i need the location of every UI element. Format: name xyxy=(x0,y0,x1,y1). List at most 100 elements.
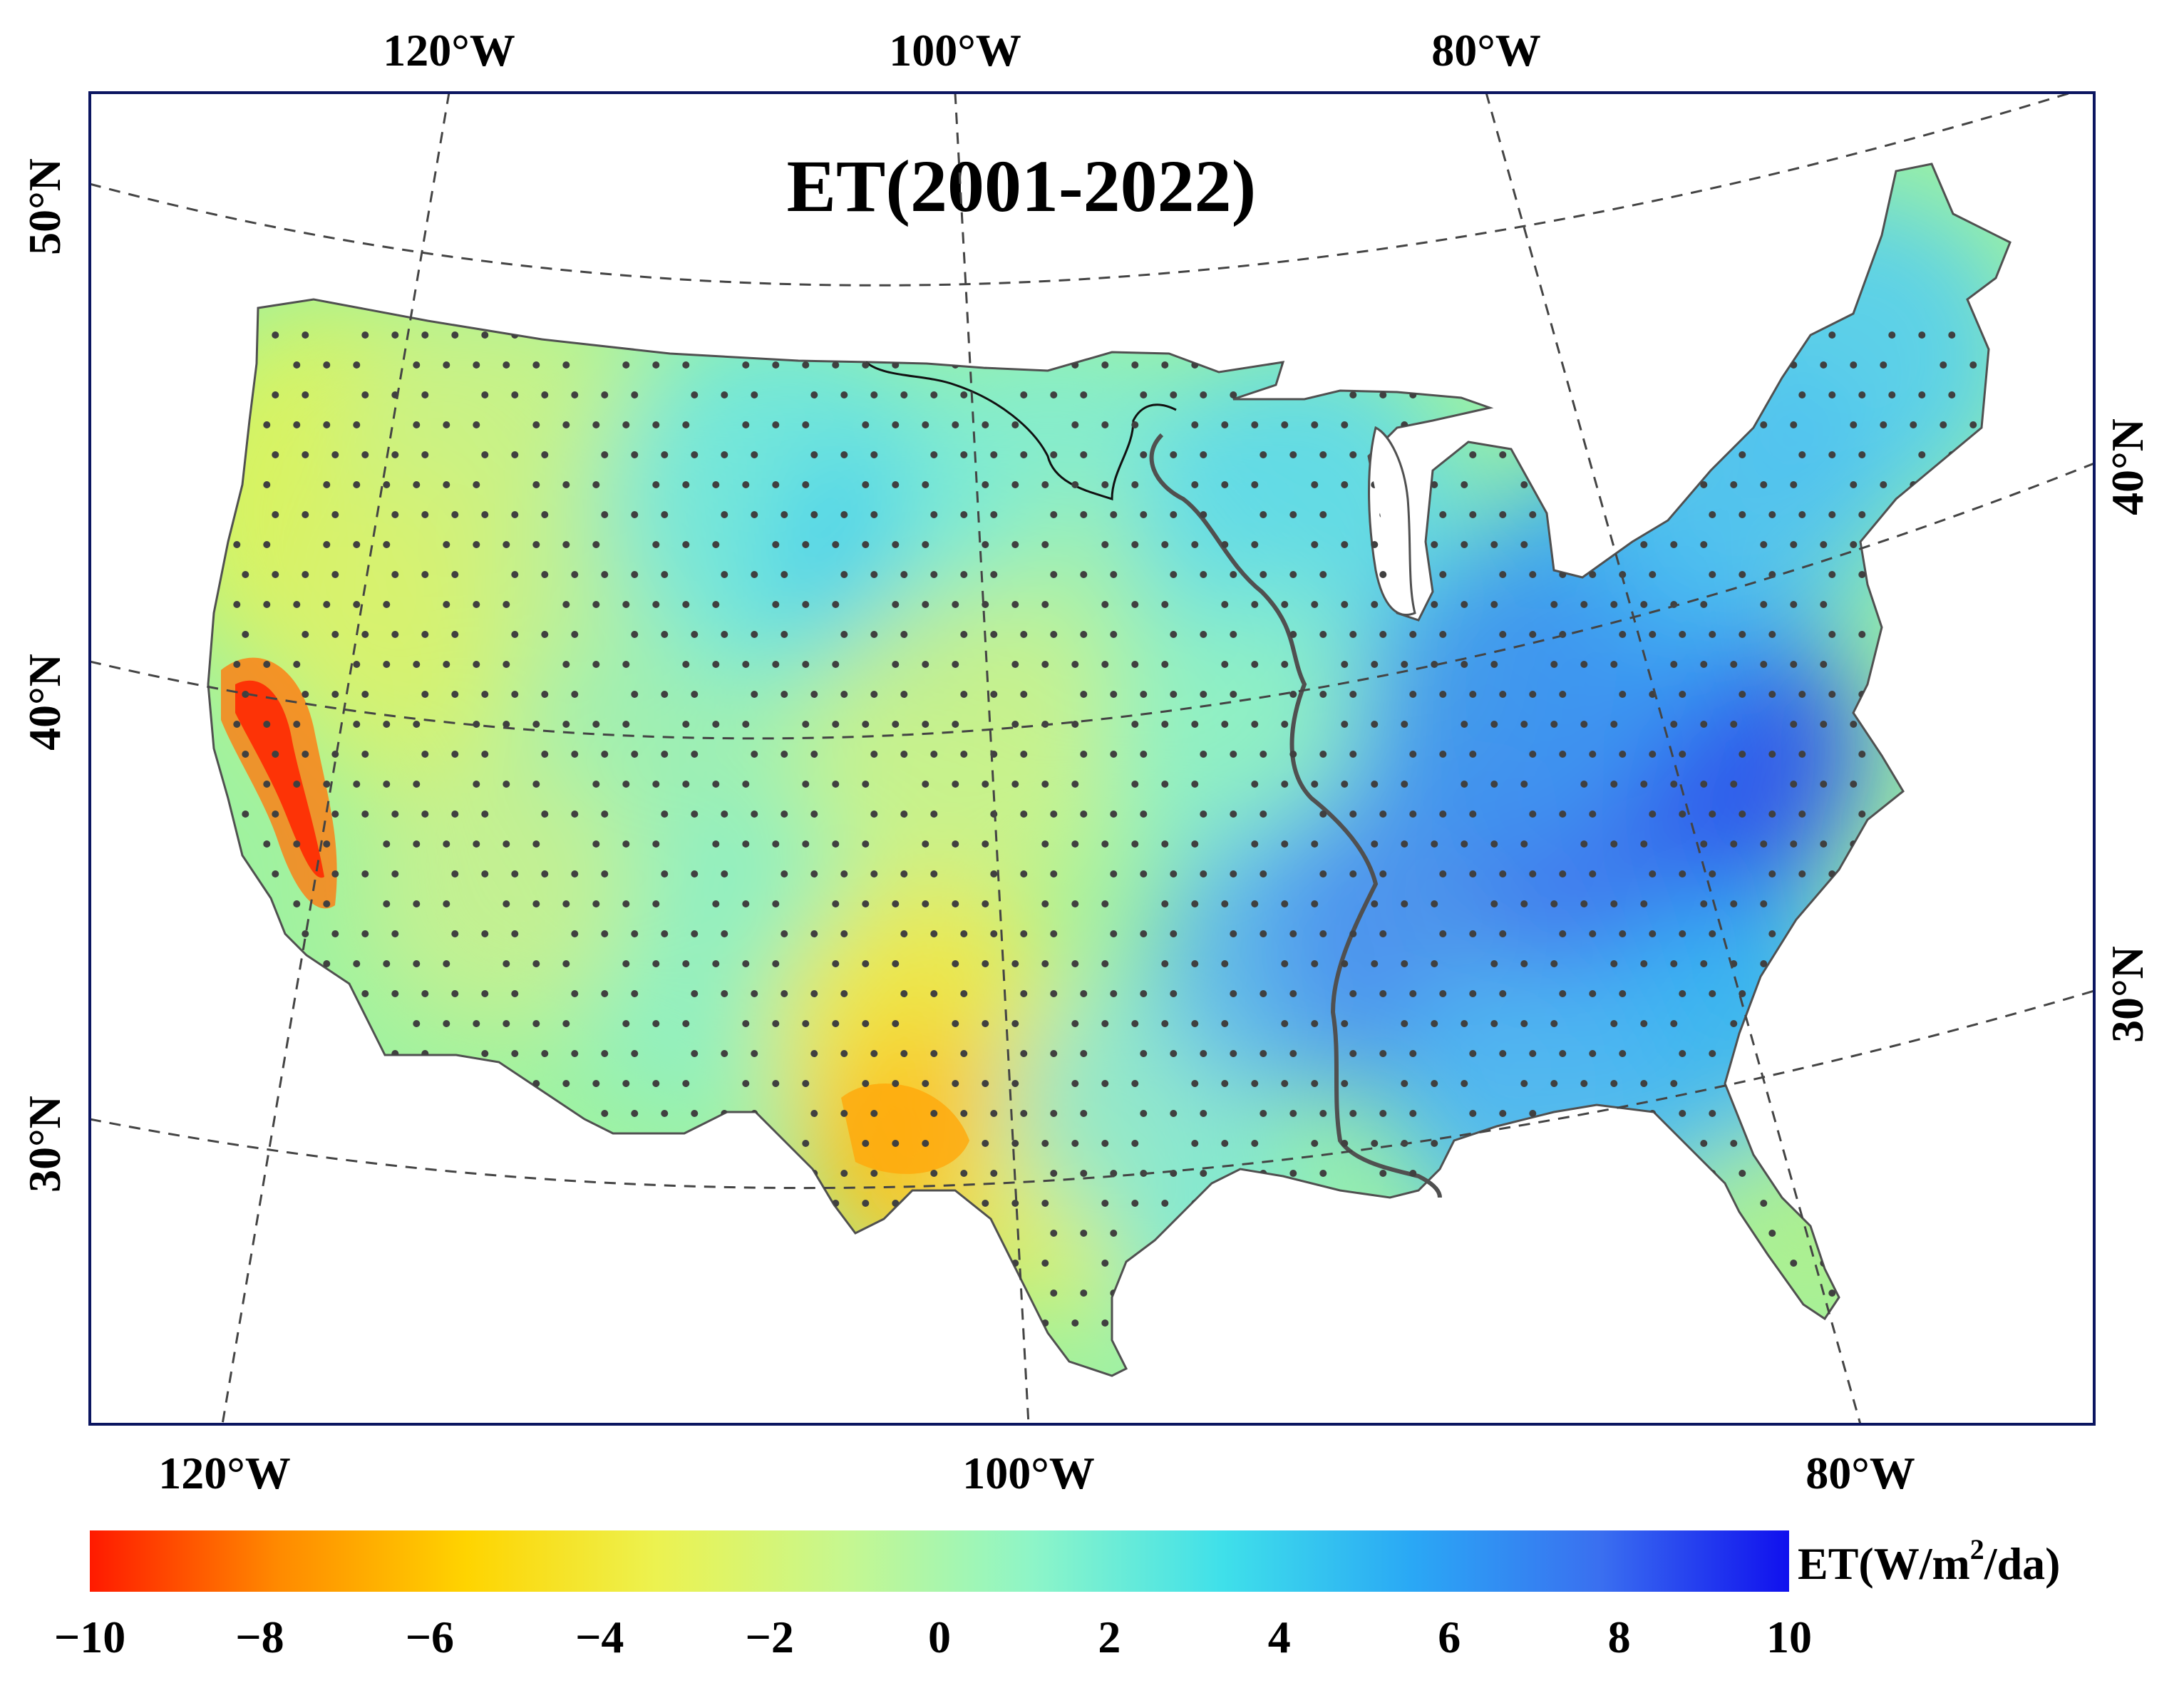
significance-dot xyxy=(233,1260,241,1267)
significance-dot xyxy=(293,1319,301,1327)
significance-dot xyxy=(802,541,810,548)
significance-dot xyxy=(532,361,540,369)
significance-dot xyxy=(1101,900,1109,907)
significance-dot xyxy=(1409,511,1417,518)
significance-dot xyxy=(1319,631,1327,638)
significance-dot xyxy=(1999,601,2007,608)
significance-dot xyxy=(1011,541,1019,548)
significance-dot xyxy=(1999,1319,2007,1327)
significance-dot xyxy=(242,1050,249,1057)
significance-dot xyxy=(503,661,510,668)
significance-dot xyxy=(802,601,810,608)
significance-dot xyxy=(1379,1290,1387,1297)
significance-dot xyxy=(1101,840,1109,848)
significance-dot xyxy=(2008,331,2010,339)
colorbar-tick-label: −4 xyxy=(575,1612,624,1662)
colorbar-tick-label: 10 xyxy=(1766,1612,1812,1662)
graticule-meridian-120w xyxy=(221,93,450,1424)
significance-dot xyxy=(1469,810,1477,818)
significance-dot xyxy=(1529,1170,1537,1177)
significance-dot xyxy=(592,1260,600,1267)
significance-dot xyxy=(960,1170,968,1177)
significance-dot xyxy=(293,840,301,848)
significance-dot xyxy=(383,900,391,907)
colorbar-tick-label: −6 xyxy=(406,1612,454,1662)
significance-dot xyxy=(960,1230,968,1237)
significance-dot xyxy=(1131,1319,1139,1327)
significance-dot xyxy=(802,781,810,788)
significance-dot xyxy=(631,511,639,518)
significance-dot xyxy=(1948,391,1956,398)
significance-dot xyxy=(1888,571,1896,578)
significance-dot xyxy=(1760,1260,1768,1267)
significance-dot xyxy=(1131,361,1139,369)
significance-dot xyxy=(1940,601,1947,608)
significance-dot xyxy=(1011,601,1019,608)
significance-dot xyxy=(840,930,848,937)
significance-dot xyxy=(1880,421,1887,428)
significance-dot xyxy=(353,1020,361,1027)
significance-dot xyxy=(1709,870,1716,877)
significance-dot xyxy=(331,511,339,518)
significance-dot xyxy=(781,571,788,578)
significance-dot xyxy=(1520,781,1528,788)
significance-dot xyxy=(712,1260,720,1267)
significance-dot xyxy=(1251,1080,1259,1087)
significance-dot xyxy=(1670,361,1678,369)
significance-dot xyxy=(242,691,249,698)
significance-dot xyxy=(930,1050,938,1057)
significance-dot xyxy=(1319,1290,1327,1297)
significance-dot xyxy=(922,541,929,548)
significance-dot xyxy=(1170,331,1178,339)
significance-dot xyxy=(361,1050,369,1057)
significance-dot xyxy=(1910,1080,1917,1087)
significance-dot xyxy=(391,1110,399,1117)
significance-dot xyxy=(1281,960,1289,967)
significance-dot xyxy=(802,1319,810,1327)
significance-dot xyxy=(712,661,720,668)
significance-dot xyxy=(571,1230,579,1237)
significance-dot xyxy=(990,930,998,937)
significance-dot xyxy=(862,1080,870,1087)
significance-dot xyxy=(443,1260,450,1267)
significance-dot xyxy=(1341,721,1349,728)
significance-dot xyxy=(391,1230,399,1237)
significance-dot xyxy=(1640,1080,1648,1087)
significance-dot xyxy=(870,1170,878,1177)
significance-dot xyxy=(1918,751,1926,758)
significance-dot xyxy=(1041,661,1049,668)
significance-dot xyxy=(1550,1260,1558,1267)
significance-dot xyxy=(1230,751,1237,758)
significance-dot xyxy=(802,1080,810,1087)
significance-dot xyxy=(1461,1319,1468,1327)
significance-dot xyxy=(1499,1290,1507,1297)
significance-dot xyxy=(1409,751,1417,758)
significance-dot xyxy=(892,1140,900,1147)
significance-dot xyxy=(691,391,699,398)
significance-dot xyxy=(571,810,579,818)
significance-dot xyxy=(1161,541,1169,548)
significance-dot xyxy=(1969,900,1977,907)
significance-dot xyxy=(930,451,938,458)
significance-dot xyxy=(1858,1290,1866,1297)
significance-dot xyxy=(682,601,690,608)
significance-dot xyxy=(1131,781,1139,788)
significance-dot xyxy=(652,1260,660,1267)
significance-dot xyxy=(1888,810,1896,818)
significance-dot xyxy=(712,781,720,788)
et-raster xyxy=(208,164,2010,1376)
significance-dot xyxy=(1529,451,1537,458)
significance-dot xyxy=(1431,1200,1438,1207)
significance-dot xyxy=(1969,1260,1977,1267)
significance-dot xyxy=(892,960,900,967)
significance-dot xyxy=(1371,1140,1379,1147)
significance-dot xyxy=(1828,1050,1836,1057)
significance-dot xyxy=(900,751,908,758)
significance-dot xyxy=(473,421,480,428)
significance-dot xyxy=(413,1020,421,1027)
significance-dot xyxy=(832,1020,840,1027)
significance-dot xyxy=(1319,751,1327,758)
significance-dot xyxy=(443,840,450,848)
significance-dot xyxy=(1041,840,1049,848)
significance-dot xyxy=(952,1080,959,1087)
